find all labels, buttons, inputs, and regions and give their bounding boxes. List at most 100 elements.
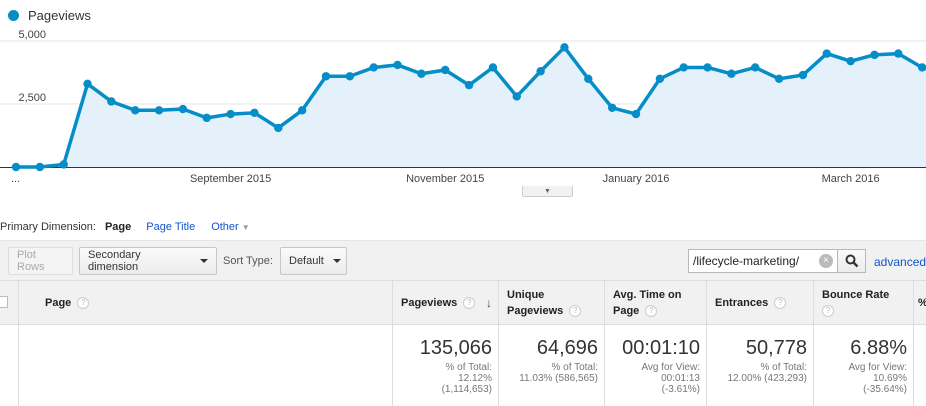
totals-unique-line1: % of Total: [551, 362, 598, 373]
chart-collapse-handle[interactable]: ▼ [522, 186, 573, 197]
sort-type-label: Sort Type: [223, 255, 273, 267]
help-icon[interactable]: ? [463, 297, 476, 309]
data-point [345, 72, 355, 81]
totals-next-cell [913, 325, 926, 406]
primary-dimension-label: Primary Dimension: [0, 221, 96, 233]
data-point [846, 56, 855, 66]
data-point [393, 60, 402, 70]
totals-avg-time-line2: 00:01:13 [661, 373, 700, 384]
x-tick-label: March 2016 [822, 173, 880, 185]
clear-icon[interactable]: × [819, 254, 833, 268]
data-point [727, 69, 736, 78]
data-point [917, 63, 926, 72]
totals-bounce-line1: Avg for View: [848, 362, 907, 373]
totals-select-cell [0, 325, 18, 406]
data-point [679, 63, 688, 72]
other-label: Other [211, 221, 239, 233]
totals-avg-time-value: 00:01:10 [622, 337, 700, 359]
filter-value: /lifecycle-marketing/ [693, 254, 800, 268]
help-icon[interactable]: ? [569, 305, 582, 318]
table-toolbar: Plot Rows Secondary dimension Sort Type:… [0, 240, 926, 280]
data-point [631, 109, 641, 119]
primary-dimension-page-title[interactable]: Page Title [146, 221, 196, 233]
header-bounce-rate-text: Bounce Rate ? [822, 287, 889, 319]
x-tick-label: ... [11, 173, 20, 185]
data-point [154, 106, 164, 115]
data-point [59, 160, 68, 169]
data-point [274, 123, 283, 133]
sort-type-dropdown[interactable]: Default [280, 247, 347, 275]
header-bounce-rate-label: Bounce Rate [822, 289, 890, 301]
header-avg-time[interactable]: Avg. Time on Page? [604, 281, 706, 325]
data-point [870, 50, 879, 60]
data-point [512, 92, 521, 101]
select-all-cell [0, 281, 18, 325]
chevron-down-icon: ▼ [544, 187, 551, 195]
data-point [202, 113, 211, 123]
search-button[interactable] [837, 249, 866, 273]
header-unique-line1: Unique [507, 289, 545, 301]
table-filter-input[interactable]: /lifecycle-marketing/ × [688, 249, 838, 273]
header-pageviews[interactable]: Pageviews ? ↓ [392, 281, 498, 325]
header-entrances-label: Entrances [715, 297, 769, 309]
data-point [178, 104, 188, 114]
advanced-filter-link[interactable]: advanced [874, 255, 926, 269]
data-point [774, 74, 784, 83]
header-entrances[interactable]: Entrances ? [706, 281, 813, 325]
series-line [16, 45, 926, 169]
primary-dimension-page[interactable]: Page [104, 221, 132, 233]
header-bounce-rate[interactable]: Bounce Rate ? [813, 281, 913, 325]
totals-pageviews-line1: % of Total: [445, 362, 492, 373]
totals-entrances: 50,778 % of Total: 12.00% (423,293) [706, 325, 813, 406]
primary-dimension-other[interactable]: Other ▼ [211, 221, 249, 233]
data-point [751, 63, 760, 72]
totals-avg-time: 00:01:10 Avg for View: 00:01:13 (-3.61%) [604, 325, 706, 406]
plot-rows-button[interactable]: Plot Rows [8, 247, 73, 275]
secondary-dimension-dropdown[interactable]: Secondary dimension [79, 247, 217, 275]
data-point [488, 63, 498, 72]
help-icon[interactable]: ? [774, 297, 787, 309]
totals-bounce-value: 6.88% [850, 337, 907, 359]
table-header: Page ? Pageviews ? ↓ Unique Pageviews? A… [0, 280, 926, 325]
y-tick-label: 5,000 [18, 30, 46, 41]
x-tick-label: January 2016 [603, 173, 670, 185]
header-page[interactable]: Page ? [18, 281, 392, 325]
totals-entrances-line1: % of Total: [760, 362, 807, 373]
x-tick-label: September 2015 [190, 173, 271, 185]
data-point [11, 162, 21, 172]
sort-desc-icon: ↓ [486, 296, 492, 310]
header-next-column[interactable]: % [913, 281, 926, 325]
sort-type-value: Default [289, 255, 324, 267]
y-tick-label: 2,500 [18, 92, 46, 104]
help-icon[interactable]: ? [77, 297, 90, 309]
help-icon[interactable]: ? [822, 305, 834, 318]
data-point [464, 80, 474, 90]
chart-legend[interactable]: Pageviews [8, 8, 91, 23]
caret-down-icon: ▼ [241, 223, 250, 232]
pageviews-chart[interactable]: 2,500 5,000... September 2015 November 2015… [0, 30, 926, 190]
search-icon [845, 254, 858, 268]
data-point [226, 109, 235, 119]
help-icon[interactable]: ? [645, 305, 658, 318]
data-point [798, 70, 808, 80]
header-page-label: Page [45, 297, 72, 309]
series-area [16, 47, 926, 167]
data-point [894, 49, 903, 58]
header-pageviews-label: Pageviews [401, 297, 458, 309]
totals-entrances-value: 50,778 [745, 337, 807, 359]
help-wrap: ? [822, 303, 889, 319]
data-point [297, 106, 307, 115]
dropdown-arrow-icon [332, 259, 341, 263]
totals-unique-pageviews: 64,696 % of Total: 11.03% (586,565) [498, 325, 604, 406]
totals-page-cell [18, 325, 392, 406]
header-next-label: % [918, 295, 926, 311]
header-unique-line2: Pageviews [507, 305, 564, 317]
data-point [35, 162, 45, 172]
data-point [131, 106, 140, 115]
header-unique-line2-wrap: Pageviews? [507, 303, 582, 319]
dropdown-arrow-icon [200, 259, 208, 263]
select-all-checkbox[interactable] [0, 296, 8, 308]
data-point [107, 97, 116, 106]
header-unique-pageviews[interactable]: Unique Pageviews? [498, 281, 604, 325]
header-avg-time-line1: Avg. Time on [613, 289, 682, 301]
